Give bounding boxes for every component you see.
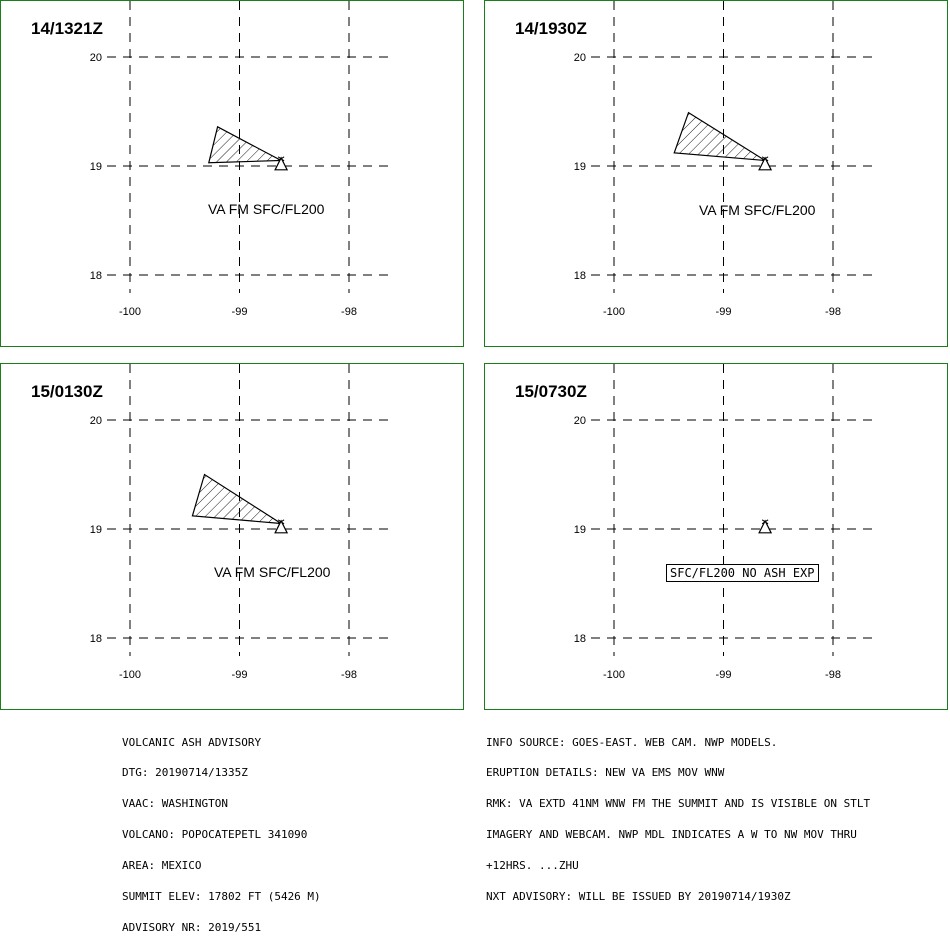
map-panel-2: -100 -99 -98 20 19 18 VA FM SFC/FL200 [574, 1, 877, 318]
volcano-icon [277, 519, 285, 525]
footer-line: NXT ADVISORY: WILL BE ISSUED BY 20190714… [486, 890, 791, 904]
footer-line: ADVISORY NR: 2019/551 [122, 920, 262, 934]
ash-cloud-polygon [208, 125, 284, 164]
panel-time: 14/1930Z [515, 19, 587, 38]
footer-line: DTG: 20190714/1335Z [122, 766, 248, 780]
lat-tick-label: 19 [574, 161, 586, 173]
lon-tick-label: -98 [341, 669, 357, 681]
lat-tick-label: 18 [90, 270, 102, 282]
advisory-summary: VOLCANIC ASH ADVISORY DTG: 20190714/1335… [122, 717, 321, 944]
lat-tick-label: 20 [574, 52, 586, 64]
footer-line: AREA: MEXICO [122, 859, 202, 873]
lat-tick-label: 20 [90, 52, 102, 64]
lon-tick-label: -99 [716, 306, 732, 318]
volcano-icon [761, 156, 769, 162]
lat-tick-label: 20 [90, 415, 102, 427]
map-panel-3: -100 -99 -98 20 19 18 VA FM SFC/FL200 [90, 364, 393, 681]
footer-line: VAAC: WASHINGTON [122, 797, 228, 811]
ash-cloud-polygon [191, 473, 282, 525]
volcano-icon [277, 156, 285, 162]
lon-tick-label: -98 [825, 306, 841, 318]
footer-line: RMK: VA EXTD 41NM WNW FM THE SUMMIT AND … [486, 797, 871, 811]
panel-4: -100 -99 -98 20 19 18 15/0730Z SFC/FL200 NO A… [484, 363, 948, 710]
footer-line: IMAGERY AND WEBCAM. NWP MDL INDICATES A … [486, 828, 857, 842]
panel-time: 15/0130Z [31, 382, 103, 401]
ash-cloud-polygon [673, 111, 766, 162]
lon-tick-label: -98 [825, 669, 841, 681]
map-panel-1: -100 -99 -98 20 19 18 VA FM SFC/FL200 [90, 1, 393, 318]
advisory-remarks: INFO SOURCE: GOES-EAST. WEB CAM. NWP MOD… [486, 717, 870, 913]
lon-tick-label: -99 [232, 669, 248, 681]
va-label: VA FM SFC/FL200 [214, 564, 331, 580]
va-label: VA FM SFC/FL200 [699, 202, 816, 218]
lon-tick-label: -98 [341, 306, 357, 318]
va-label: VA FM SFC/FL200 [208, 201, 325, 217]
volcano-icon [758, 156, 773, 171]
footer-line: SUMMIT ELEV: 17802 FT (5426 M) [122, 890, 321, 904]
lon-tick-label: -100 [603, 669, 625, 681]
lat-tick-label: 18 [574, 633, 586, 645]
footer-line: INFO SOURCE: GOES-EAST. WEB CAM. NWP MOD… [486, 735, 778, 749]
volcano-icon [761, 519, 769, 525]
panel-time: 15/0730Z [515, 382, 587, 401]
lon-tick-label: -100 [119, 306, 141, 318]
lat-tick-label: 19 [574, 524, 586, 536]
panel-3: -100 -99 -98 20 19 18 VA FM SFC/FL200 15/0130Z [0, 363, 464, 710]
footer-line: +12HRS. ...ZHU [486, 859, 579, 873]
lat-tick-label: 18 [90, 633, 102, 645]
lat-tick-label: 18 [574, 270, 586, 282]
map-panel-4: -100 -99 -98 20 19 18 [574, 364, 877, 681]
lon-tick-label: -99 [232, 306, 248, 318]
lat-tick-label: 19 [90, 161, 102, 173]
panel-time: 14/1321Z [31, 19, 103, 38]
lat-tick-label: 20 [574, 415, 586, 427]
lon-tick-label: -100 [603, 306, 625, 318]
volcano-icon [758, 519, 773, 534]
panel-2: -100 -99 -98 20 19 18 VA FM SFC/FL200 14/1930Z [484, 0, 948, 347]
footer-line: VOLCANIC ASH ADVISORY [122, 735, 262, 749]
footer-line: VOLCANO: POPOCATEPETL 341090 [122, 828, 308, 842]
lon-tick-label: -100 [119, 669, 141, 681]
lon-tick-label: -99 [716, 669, 732, 681]
lat-tick-label: 19 [90, 524, 102, 536]
panel-1: -100 -99 -98 20 19 18 VA FM SFC/FL200 14/1321Z [0, 0, 464, 347]
volcano-icon [274, 156, 289, 171]
volcano-icon [274, 519, 289, 534]
no-ash-label: SFC/FL200 NO ASH EXP [666, 564, 819, 582]
footer-line: ERUPTION DETAILS: NEW VA EMS MOV WNW [486, 766, 725, 780]
